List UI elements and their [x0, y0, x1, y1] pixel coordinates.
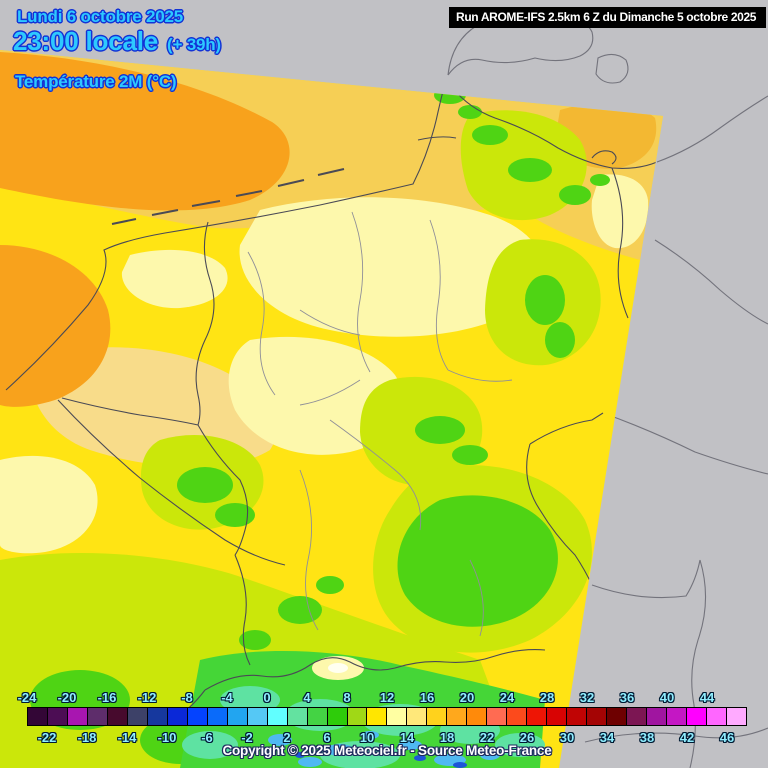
color-scale-bar [27, 707, 747, 726]
valid-time-title: 23:00 locale (+ 39h) [13, 26, 221, 57]
scale-cell [107, 708, 128, 725]
scale-cell [327, 708, 348, 725]
scale-cell [527, 708, 548, 725]
local-time-text: 23:00 locale [13, 26, 159, 56]
scale-tick-label: 12 [379, 690, 395, 705]
scale-cell [706, 708, 727, 725]
scale-cell [567, 708, 588, 725]
scale-cell [87, 708, 108, 725]
scale-tick-label: 30 [559, 730, 575, 745]
scale-tick-label: 28 [539, 690, 555, 705]
scale-tick-label: -10 [157, 730, 177, 745]
scale-cell [607, 708, 628, 725]
forecast-offset-text: (+ 39h) [167, 35, 221, 54]
scale-tick-label: -24 [17, 690, 37, 705]
scale-cell [667, 708, 687, 725]
scale-cell [647, 708, 667, 725]
scale-tick-label: 34 [599, 730, 615, 745]
scale-cell [167, 708, 188, 725]
scale-tick-label: 6 [323, 730, 331, 745]
scale-cell [207, 708, 228, 725]
scale-cell [347, 708, 368, 725]
scale-tick-label: 22 [479, 730, 495, 745]
scale-cell [487, 708, 508, 725]
scale-tick-label: -20 [57, 690, 77, 705]
scale-tick-label: 24 [499, 690, 515, 705]
scale-cell [367, 708, 388, 725]
scale-cell [227, 708, 248, 725]
scale-tick-label: -22 [37, 730, 57, 745]
scale-cell [287, 708, 308, 725]
temperature-color-scale: Copyright © 2025 Meteociel.fr - Source M… [0, 685, 768, 768]
scale-cell [147, 708, 168, 725]
scale-cell [587, 708, 608, 725]
regional-borders [247, 211, 513, 637]
scale-tick-label: -4 [221, 690, 233, 705]
scale-cell [28, 708, 48, 725]
scale-tick-label: 26 [519, 730, 535, 745]
scale-tick-label: -16 [97, 690, 117, 705]
scale-tick-label: 44 [699, 690, 715, 705]
scale-tick-label: 10 [359, 730, 375, 745]
country-borders [5, 75, 658, 723]
scale-tick-label: 38 [639, 730, 655, 745]
scale-cell [127, 708, 148, 725]
scale-cell [247, 708, 268, 725]
scale-cell [467, 708, 488, 725]
scale-cell [627, 708, 648, 725]
scale-cell [686, 708, 707, 725]
scale-cell [307, 708, 328, 725]
model-run-banner: Run AROME-IFS 2.5km 6 Z du Dimanche 5 oc… [449, 7, 766, 28]
date-title: Lundi 6 octobre 2025 [17, 7, 184, 26]
scale-tick-label: 36 [619, 690, 635, 705]
scale-cell [726, 708, 746, 725]
scale-cell [447, 708, 468, 725]
scale-tick-label: 14 [399, 730, 415, 745]
scale-cell [267, 708, 288, 725]
scale-cell [507, 708, 528, 725]
scale-tick-label: -2 [241, 730, 253, 745]
scale-tick-label: -8 [181, 690, 193, 705]
scale-cell [427, 708, 448, 725]
scale-tick-label: -14 [117, 730, 137, 745]
scale-tick-label: 46 [719, 730, 735, 745]
scale-cell [47, 708, 68, 725]
scale-tick-label: 40 [659, 690, 675, 705]
scale-tick-label: 18 [439, 730, 455, 745]
scale-cell [67, 708, 88, 725]
scale-tick-label: -18 [77, 730, 97, 745]
scale-tick-label: 42 [679, 730, 695, 745]
scale-tick-label: 16 [419, 690, 435, 705]
scale-tick-label: 2 [283, 730, 291, 745]
scale-tick-label: 4 [303, 690, 311, 705]
scale-cell [407, 708, 428, 725]
scale-cell [547, 708, 568, 725]
scale-tick-label: 20 [459, 690, 475, 705]
scale-tick-label: -12 [137, 690, 157, 705]
parameter-title: Température 2M (°C) [15, 72, 177, 91]
scale-tick-label: 32 [579, 690, 595, 705]
scale-cell [187, 708, 208, 725]
scale-tick-label: 0 [263, 690, 271, 705]
scale-cell [387, 708, 408, 725]
copyright-text: Copyright © 2025 Meteociel.fr - Source M… [222, 743, 552, 758]
scale-tick-label: -6 [201, 730, 213, 745]
model-run-label: Run AROME-IFS 2.5km 6 Z du Dimanche 5 oc… [456, 10, 757, 24]
scale-tick-label: 8 [343, 690, 351, 705]
